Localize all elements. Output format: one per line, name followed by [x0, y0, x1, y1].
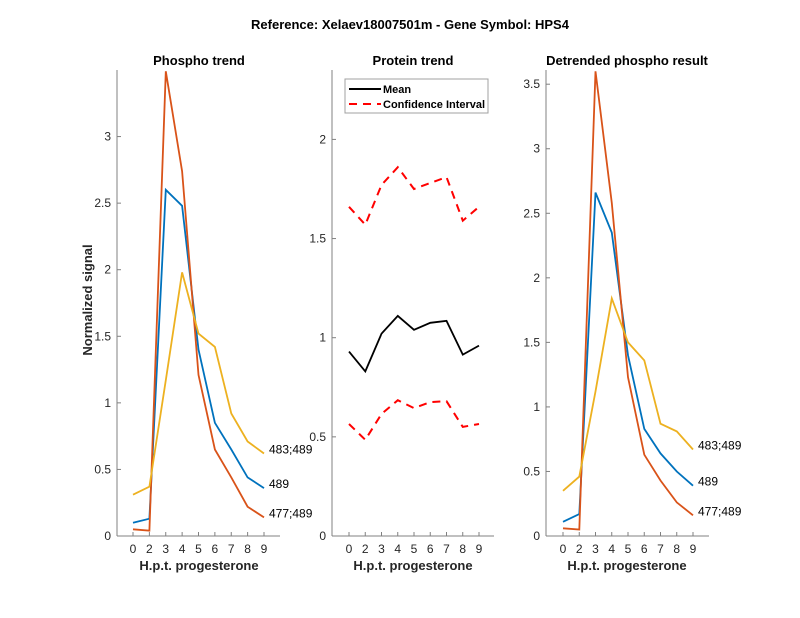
y-tick-label: 3.5: [523, 77, 540, 91]
series-line-483-489: [562, 295, 694, 492]
y-tick-label: 0: [533, 529, 540, 543]
y-tick-label: 1.5: [523, 335, 540, 349]
x-tick-label: 6: [641, 542, 648, 556]
x-tick-label: 8: [673, 542, 680, 556]
x-tick-label: 5: [411, 542, 418, 556]
x-tick-label: 4: [179, 542, 186, 556]
series-line-489: [132, 187, 265, 524]
x-tick-label: 7: [443, 542, 450, 556]
x-tick-label: 9: [261, 542, 268, 556]
y-tick-label: 1.5: [309, 232, 326, 246]
series-end-label: 477;489: [698, 504, 742, 518]
y-tick-label: 2: [104, 263, 111, 277]
x-tick-label: 3: [592, 542, 599, 556]
x-tick-label: 3: [378, 542, 385, 556]
x-axis-label: H.p.t. progesterone: [567, 558, 686, 573]
figure-suptitle: Reference: Xelaev18007501m - Gene Symbol…: [251, 17, 570, 32]
series-line-confidence-interval-upper-: [348, 165, 480, 227]
y-tick-label: 0.5: [94, 462, 111, 476]
x-tick-label: 8: [459, 542, 466, 556]
series-line-489: [562, 192, 694, 523]
y-tick-label: 2.5: [94, 196, 111, 210]
x-tick-label: 9: [476, 542, 483, 556]
series-line-483-489: [132, 272, 265, 496]
panel-title: Protein trend: [373, 53, 454, 68]
series-end-label: 477;489: [269, 506, 313, 520]
x-tick-label: 5: [195, 542, 202, 556]
x-tick-label: 3: [162, 542, 169, 556]
y-tick-label: 2.5: [523, 206, 540, 220]
x-tick-label: 4: [394, 542, 401, 556]
x-tick-label: 7: [228, 542, 235, 556]
series-line-confidence-interval-lower-: [348, 399, 480, 442]
x-tick-label: 2: [362, 542, 369, 556]
y-axis-label: Normalized signal: [80, 244, 95, 355]
y-tick-label: 1: [104, 396, 111, 410]
x-tick-label: 9: [690, 542, 697, 556]
series-end-label: 489: [698, 475, 718, 489]
legend-box: [344, 78, 489, 114]
panel-phospho-trend: Phospho trend H.p.t. progesterone Normal…: [80, 53, 313, 573]
y-tick-label: 0.5: [523, 464, 540, 478]
panel-title: Detrended phospho result: [546, 53, 708, 68]
y-tick-label: 3: [104, 130, 111, 144]
y-tick-label: 2: [533, 271, 540, 285]
y-tick-label: 1.5: [94, 329, 111, 343]
x-tick-label: 4: [608, 542, 615, 556]
x-tick-label: 0: [130, 542, 137, 556]
panel-detrended-phospho: Detrended phospho result H.p.t. progeste…: [523, 53, 741, 573]
panel-protein-trend: Protein trend H.p.t. progesterone Mean C…: [309, 53, 494, 573]
legend-entry-mean: Mean: [383, 84, 411, 96]
x-tick-label: 2: [576, 542, 583, 556]
series-line-mean: [348, 314, 480, 374]
y-tick-label: 1: [533, 400, 540, 414]
legend: Mean Confidence Interval: [344, 78, 489, 114]
y-tick-label: 0: [104, 529, 111, 543]
x-tick-label: 8: [244, 542, 251, 556]
x-axis-label: H.p.t. progesterone: [139, 558, 258, 573]
series-line-477-489: [562, 71, 694, 531]
x-axis-label: H.p.t. progesterone: [353, 558, 472, 573]
x-tick-label: 0: [560, 542, 567, 556]
y-tick-label: 0.5: [309, 430, 326, 444]
y-tick-label: 0: [319, 529, 326, 543]
x-tick-label: 2: [146, 542, 153, 556]
x-tick-label: 6: [212, 542, 219, 556]
x-tick-label: 5: [625, 542, 632, 556]
panel-title: Phospho trend: [153, 53, 245, 68]
x-tick-label: 0: [346, 542, 353, 556]
y-tick-label: 1: [319, 331, 326, 345]
y-tick-label: 3: [533, 142, 540, 156]
series-end-label: 489: [269, 477, 289, 491]
x-tick-label: 6: [427, 542, 434, 556]
series-end-label: 483;489: [698, 439, 742, 453]
legend-entry-ci: Confidence Interval: [383, 99, 485, 111]
x-tick-label: 7: [657, 542, 664, 556]
series-end-label: 483;489: [269, 442, 313, 456]
y-tick-label: 2: [319, 132, 326, 146]
